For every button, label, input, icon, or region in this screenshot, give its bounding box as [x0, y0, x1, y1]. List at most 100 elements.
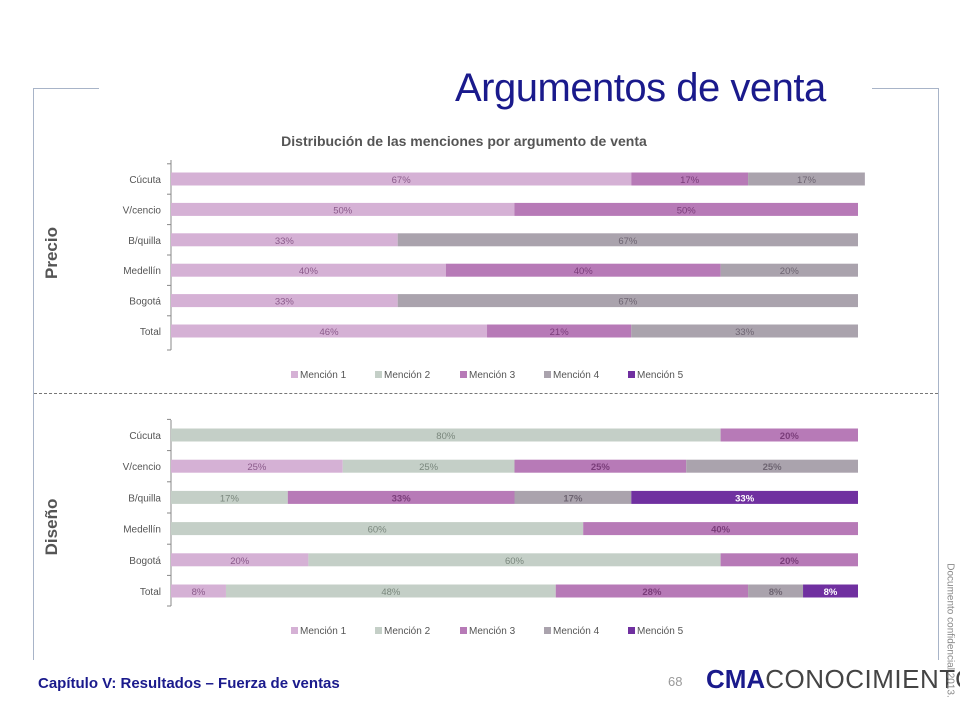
- chart1-data-label: 40%: [299, 266, 319, 277]
- page-title: Argumentos de venta: [455, 66, 826, 110]
- chart2-data-label: 28%: [642, 587, 662, 598]
- chart1-bar-segment: [487, 324, 632, 338]
- chart1-data-label: 17%: [680, 175, 700, 186]
- chart2-data-label: 33%: [735, 493, 755, 504]
- frame-right-line: [938, 88, 939, 660]
- chart1-legend-swatch: [544, 371, 551, 378]
- chart1-legend-label: Mención 4: [553, 370, 600, 381]
- footer-chapter-title: Capítulo V: Resultados – Fuerza de venta…: [38, 675, 340, 692]
- chart2-data-label: 80%: [436, 431, 456, 442]
- chart2-data-label: 33%: [392, 493, 412, 504]
- frame-top-left-line: [33, 88, 99, 89]
- chart2-legend-label: Mención 1: [300, 626, 347, 637]
- chart1-category-label: Cúcuta: [129, 175, 161, 186]
- chart1-data-label: 20%: [780, 266, 800, 277]
- chart2-data-label: 8%: [824, 587, 838, 598]
- chart1-bar-segment: [720, 263, 858, 277]
- chart2-legend-label: Mención 4: [553, 626, 600, 637]
- chart2-data-label: 20%: [780, 556, 800, 567]
- chart2-legend-swatch: [628, 627, 635, 634]
- chart2-bar-segment: [171, 459, 343, 473]
- chart2-bar-segment: [171, 584, 226, 598]
- chart2-legend-swatch: [291, 627, 298, 634]
- chart2-legend-swatch: [375, 627, 382, 634]
- chart2-bar-segment: [686, 459, 858, 473]
- chart1-bar-segment: [171, 202, 515, 216]
- chart1-legend-label: Mención 5: [637, 370, 684, 381]
- logo-rest-text: CONOCIMIENTO: [765, 664, 960, 694]
- chart1-data-label: 67%: [618, 297, 638, 308]
- chart2-bar-segment: [720, 428, 858, 442]
- chart1-bar-segment: [171, 294, 398, 308]
- chart2-bar-segment: [803, 584, 858, 598]
- chart1-legend-label: Mención 3: [469, 370, 516, 381]
- chart2-data-label: 20%: [780, 431, 800, 442]
- chart1-bar-segment: [171, 172, 632, 186]
- chart1-data-label: 33%: [735, 327, 755, 338]
- chart1-bar-segment: [514, 202, 858, 216]
- confidential-note: Documento confidencial 2013.: [944, 563, 956, 698]
- chart1-category-label: Bogotá: [129, 297, 161, 308]
- chart1-data-label: 17%: [797, 175, 817, 186]
- section-divider: [34, 393, 938, 394]
- chart2-data-label: 60%: [368, 525, 388, 536]
- chart2-data-label: 20%: [230, 556, 250, 567]
- chart1-legend-swatch: [628, 371, 635, 378]
- chart2-bar-segment: [583, 522, 858, 536]
- chart2-legend-swatch: [544, 627, 551, 634]
- chart1-category-label: V/cencio: [123, 205, 162, 216]
- chart2-category-label: Medellín: [123, 525, 161, 536]
- chart1-bar-segment: [397, 294, 858, 308]
- chart2-category-label: Total: [140, 587, 161, 598]
- chart1-category-label: Medellín: [123, 266, 161, 277]
- page-number: 68: [668, 674, 683, 689]
- chart1-bar-segment: [445, 263, 721, 277]
- chart1-data-label: 40%: [574, 266, 594, 277]
- chart2-bar-segment: [287, 490, 515, 504]
- chart1-legend-label: Mención 2: [384, 370, 431, 381]
- chart1-data-label: 50%: [333, 205, 353, 216]
- chart1-data-label: 33%: [275, 297, 295, 308]
- chart2-data-label: 25%: [763, 462, 783, 473]
- chart2-data-label: 25%: [247, 462, 267, 473]
- chart2-category-label: Cúcuta: [129, 431, 161, 442]
- chart2-data-label: 8%: [192, 587, 206, 598]
- chart1-data-label: 46%: [320, 327, 340, 338]
- chart2-bar-segment: [720, 553, 858, 567]
- chart2-data-label: 17%: [563, 493, 583, 504]
- chart1-bar-segment: [397, 233, 858, 247]
- chart1-legend-swatch: [460, 371, 467, 378]
- chart2-data-label: 60%: [505, 556, 525, 567]
- chart1-bar-segment: [631, 172, 749, 186]
- chart1-data-label: 67%: [618, 236, 638, 247]
- frame-left-line: [33, 88, 34, 660]
- chart2-data-label: 8%: [769, 587, 783, 598]
- chart2-data-label: 40%: [711, 525, 731, 536]
- chart1-bar-segment: [748, 172, 865, 186]
- chart2-bar-segment: [555, 584, 749, 598]
- chart2-bar-segment: [514, 459, 687, 473]
- chart2-bar-segment: [748, 584, 804, 598]
- chart2-bar-segment: [171, 522, 584, 536]
- brand-logo: CMACONOCIMIENTO: [706, 664, 960, 695]
- chart2-bar-segment: [308, 553, 721, 567]
- chart2-data-label: 17%: [220, 493, 240, 504]
- chart2-bar-segment: [171, 428, 721, 442]
- chart1-legend-swatch: [291, 371, 298, 378]
- chart1-category-label: B/quilla: [128, 236, 161, 247]
- chart2-category-label: V/cencio: [123, 462, 162, 473]
- chart2-legend-label: Mención 3: [469, 626, 516, 637]
- chart2-legend-label: Mención 5: [637, 626, 684, 637]
- chart2-legend-swatch: [460, 627, 467, 634]
- chart2-bar-segment: [514, 490, 632, 504]
- chart1-data-label: 33%: [275, 236, 295, 247]
- chart1-legend-swatch: [375, 371, 382, 378]
- chart2-bar-segment: [631, 490, 858, 504]
- chart2-bar-segment: [225, 584, 556, 598]
- chart2-data-label: 48%: [381, 587, 401, 598]
- chart1-bar-segment: [171, 233, 398, 247]
- chart2-category-label: Bogotá: [129, 556, 161, 567]
- chart2-legend-label: Mención 2: [384, 626, 431, 637]
- chart1-bar-segment: [631, 324, 858, 338]
